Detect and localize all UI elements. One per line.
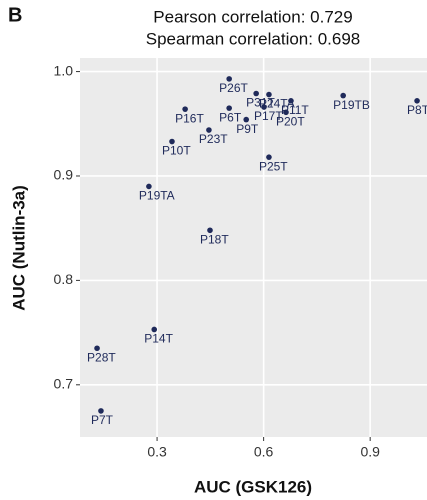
y-tick-label: 0.9	[54, 167, 74, 183]
point-label: P19TA	[139, 189, 175, 203]
point-label: P26T	[219, 81, 248, 95]
x-tick-label: 0.9	[360, 444, 380, 460]
point	[182, 106, 188, 112]
point	[253, 90, 259, 97]
point-label: P24TA	[259, 97, 295, 111]
point-label: P16T	[175, 111, 204, 125]
point	[146, 183, 152, 190]
point-label: P20T	[276, 114, 305, 128]
point	[206, 127, 212, 133]
point	[151, 326, 158, 333]
chart-subtitle: Spearman correlation: 0.698	[146, 29, 361, 48]
point-label: P9T	[236, 122, 259, 136]
point-label: P31T	[246, 96, 275, 110]
point	[207, 227, 213, 234]
point-label: P10T	[162, 144, 191, 158]
chart-title: Pearson correlation: 0.729	[153, 7, 352, 26]
y-tick-label: 0.8	[54, 271, 74, 287]
point-label: P7T	[91, 413, 114, 427]
point-label: P28T	[87, 350, 116, 364]
point	[169, 138, 175, 145]
plot-background	[80, 58, 427, 437]
point	[243, 116, 250, 123]
point	[94, 345, 100, 352]
point	[288, 98, 294, 104]
x-axis-title: AUC (GSK126)	[194, 477, 312, 496]
y-tick-label: 0.7	[54, 375, 74, 391]
point-label: P14T	[144, 332, 173, 346]
point	[283, 109, 289, 116]
x-tick-label: 0.6	[254, 444, 274, 460]
y-tick-label: 1.0	[54, 62, 74, 78]
panel-label: B	[8, 4, 22, 26]
point	[414, 98, 420, 104]
point-label: P25T	[259, 159, 288, 173]
point-label: P17T	[254, 109, 283, 123]
y-axis-title: AUC (Nutlin-3a)	[9, 185, 28, 311]
point-label: P8T	[407, 103, 427, 117]
point	[226, 76, 232, 82]
x-tick-label: 0.3	[147, 444, 167, 460]
point-label: P23T	[199, 132, 228, 146]
point	[226, 105, 232, 111]
point	[261, 104, 267, 110]
point	[266, 154, 272, 160]
point	[340, 92, 346, 99]
point-label: P19TB	[333, 98, 370, 112]
point	[98, 408, 104, 414]
point-label: P6T	[219, 110, 242, 124]
point-label: P18T	[200, 232, 229, 246]
point	[266, 91, 272, 98]
